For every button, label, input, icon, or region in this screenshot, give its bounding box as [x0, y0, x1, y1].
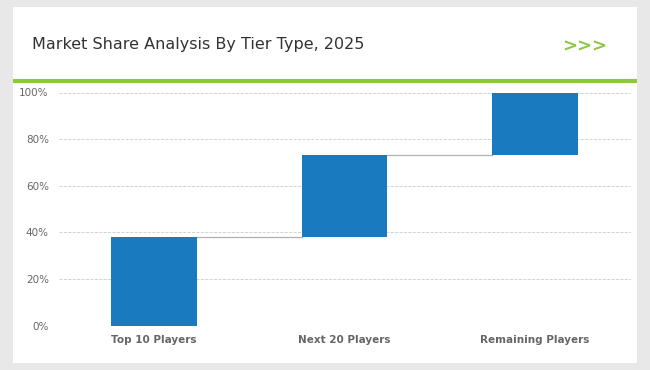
Text: Market Share Analysis By Tier Type, 2025: Market Share Analysis By Tier Type, 2025	[32, 37, 365, 52]
Text: >>>: >>>	[562, 37, 608, 55]
Bar	[492, 92, 578, 155]
Bar	[111, 237, 197, 326]
Bar	[302, 155, 387, 237]
